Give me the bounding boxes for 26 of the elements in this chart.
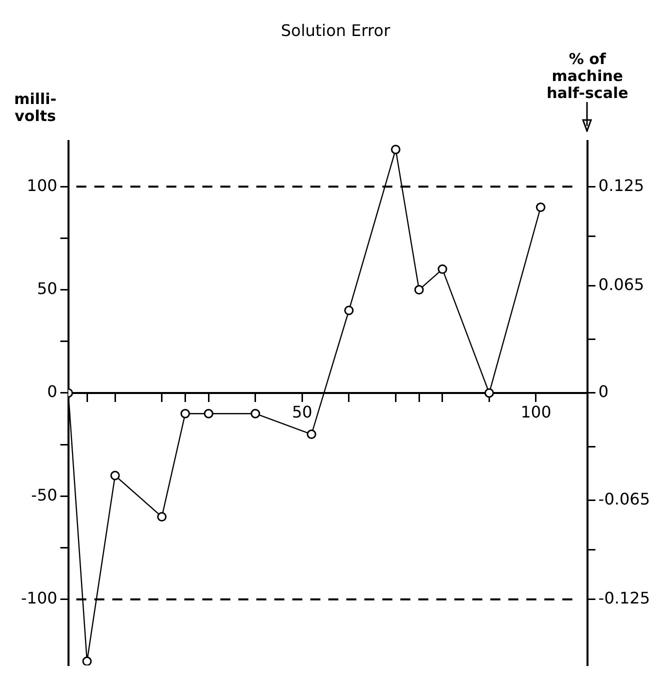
y-tick-label: 100: [26, 176, 58, 195]
y2-tick-label: -0.065: [598, 489, 650, 508]
y2-axis-title: % of machine half-scale: [546, 50, 630, 102]
point: [306, 430, 316, 440]
point: [438, 264, 448, 274]
point: [204, 408, 214, 418]
y-axis-title: milli-volts: [13, 90, 58, 126]
y2-tick-label: -0.125: [598, 588, 650, 608]
point: [82, 656, 92, 666]
point: [484, 388, 494, 398]
y2-tick-label: 0: [598, 382, 609, 402]
y2-tick-label: 0.065: [598, 274, 644, 294]
y-tick-label: -50: [31, 485, 58, 504]
point: [414, 285, 424, 295]
point: [110, 470, 120, 480]
chart-title: Solution Error: [280, 20, 391, 40]
point: [180, 408, 190, 418]
point: [157, 512, 167, 522]
y2-tick-label: 0.125: [598, 176, 644, 195]
y-tick-label: -100: [21, 588, 58, 608]
y-tick-label: 0: [47, 382, 58, 402]
point: [250, 408, 260, 418]
point: [344, 306, 354, 316]
y-tick-label: 50: [36, 278, 58, 298]
point: [390, 144, 400, 154]
point: [536, 202, 546, 212]
